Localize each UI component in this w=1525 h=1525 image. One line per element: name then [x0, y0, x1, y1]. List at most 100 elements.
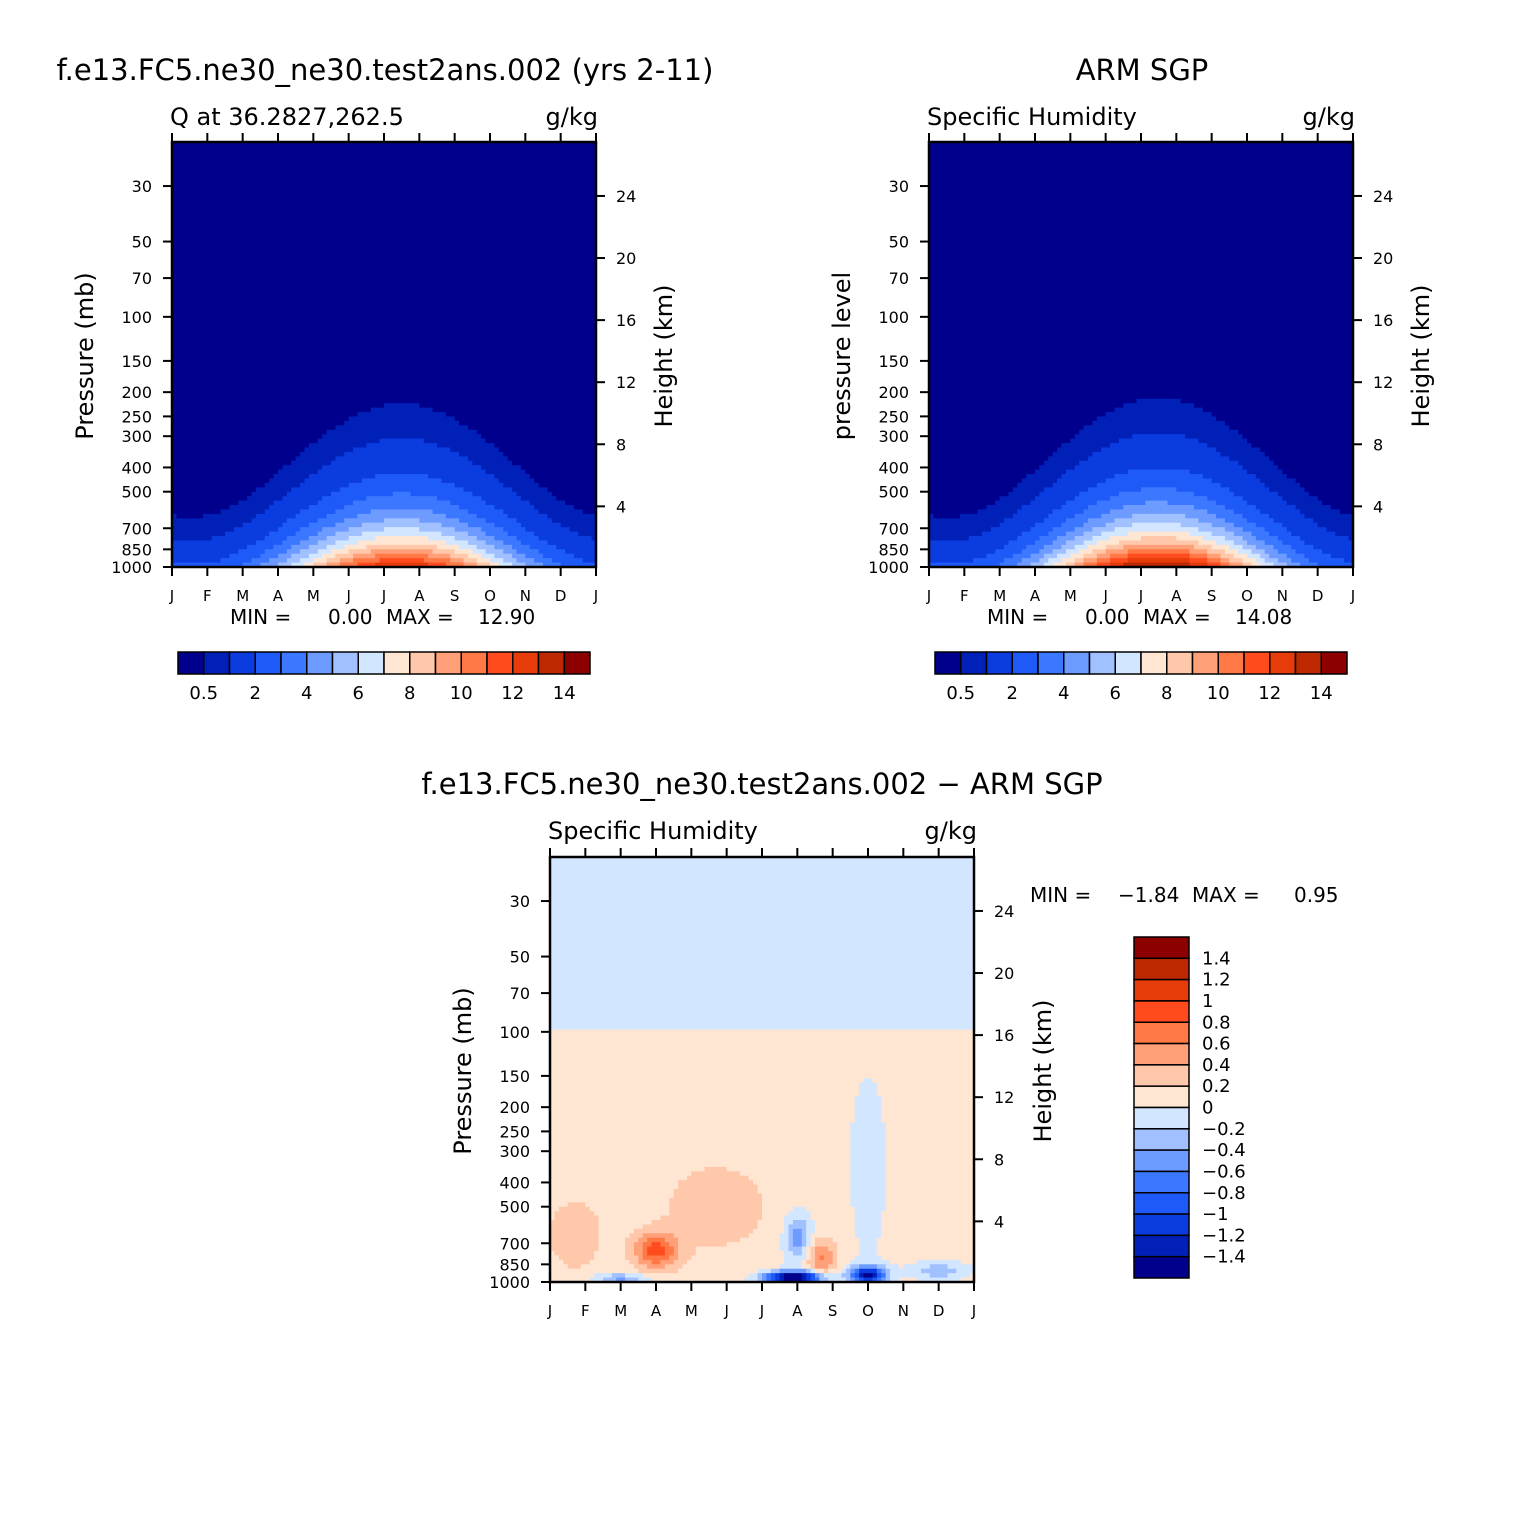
y2-tick-label: 24 — [616, 187, 636, 206]
field-cell — [929, 195, 1354, 201]
field-cell — [1277, 465, 1354, 471]
field-cell — [550, 1038, 975, 1044]
field-cell — [625, 1277, 639, 1283]
y-tick-label: 500 — [121, 483, 152, 502]
field-cell — [1194, 403, 1354, 409]
field-cell — [815, 1259, 834, 1265]
field-cell — [1110, 536, 1142, 542]
field-cell — [929, 518, 1005, 524]
field-cell — [854, 1220, 882, 1226]
field-cell — [269, 478, 306, 484]
field-cell — [550, 892, 975, 898]
y-tick-label: 100 — [121, 308, 152, 327]
field-cell — [1242, 527, 1266, 533]
field-cell — [326, 429, 478, 435]
field-cell — [516, 549, 540, 555]
field-cell — [859, 1268, 878, 1274]
field-cell — [251, 518, 288, 524]
field-cell — [172, 208, 597, 214]
field-cell — [282, 522, 310, 528]
y-tick-label: 400 — [121, 458, 152, 477]
field-cell — [1083, 522, 1107, 528]
field-cell — [929, 350, 1354, 356]
field-cell — [459, 544, 478, 550]
field-cell — [1004, 544, 1027, 550]
y2-tick-label: 16 — [616, 311, 636, 330]
field-cell — [498, 478, 535, 484]
x-tick-label: J — [381, 587, 386, 605]
y-tick-label: 50 — [510, 948, 530, 967]
field-cell — [1074, 536, 1094, 542]
colorbar-swatch — [1037, 651, 1065, 675]
field-cell — [859, 1082, 878, 1088]
field-cell — [550, 927, 975, 933]
field-cell — [929, 279, 1354, 285]
field-cell — [1052, 482, 1098, 488]
field-cell — [550, 1242, 600, 1248]
field-cell — [1207, 496, 1244, 502]
field-cell — [806, 1224, 816, 1230]
field-cell — [929, 403, 1124, 409]
field-cell — [647, 1246, 666, 1252]
field-cell — [594, 1273, 613, 1279]
field-cell — [172, 274, 597, 280]
field-cell — [1224, 527, 1244, 533]
field-cell — [762, 1273, 768, 1279]
field-cell — [642, 1246, 648, 1252]
field-cell — [859, 1251, 878, 1257]
field-cell — [859, 1242, 878, 1248]
field-cell — [1185, 434, 1244, 440]
y2-tick-label: 16 — [994, 1026, 1014, 1045]
y2-tick-label: 4 — [1373, 497, 1383, 516]
field-cell — [494, 544, 513, 550]
field-cell — [598, 1224, 644, 1230]
field-cell — [784, 1259, 803, 1265]
field-cell — [550, 936, 975, 942]
colorbar-tick-label: 10 — [450, 683, 473, 704]
field-cell — [625, 1237, 639, 1243]
field-cell — [859, 1091, 878, 1097]
field-cell — [1017, 509, 1054, 515]
field-cell — [977, 509, 1018, 515]
field-cell — [172, 407, 372, 413]
field-cell — [1198, 438, 1248, 444]
field-cell — [885, 1184, 975, 1190]
field-cell — [854, 1109, 882, 1115]
field-cell — [929, 1273, 949, 1279]
field-cell — [172, 288, 597, 294]
field-cell — [642, 1273, 750, 1279]
field-cell — [999, 562, 1018, 568]
field-cell — [1105, 549, 1129, 555]
field-cell — [419, 403, 597, 409]
field-cell — [929, 199, 1354, 205]
field-cell — [172, 142, 597, 148]
field-cell — [550, 1042, 975, 1048]
field-cell — [757, 1189, 851, 1195]
field-cell — [251, 491, 288, 497]
field-cell — [550, 1034, 975, 1040]
field-cell — [1092, 420, 1226, 426]
field-cell — [1074, 496, 1111, 502]
field-cell — [1118, 491, 1195, 497]
field-cell — [854, 1255, 882, 1261]
field-cell — [450, 447, 500, 453]
field-cell — [753, 1228, 785, 1234]
field-cell — [286, 491, 332, 497]
field-cell — [348, 527, 385, 533]
colorbar-tick-label: 14 — [553, 683, 576, 704]
field-cell — [850, 1122, 887, 1128]
field-cell — [859, 1277, 865, 1283]
field-cell — [929, 385, 1354, 391]
field-cell — [550, 1078, 865, 1084]
field-cell — [815, 1255, 821, 1261]
field-cell — [947, 1273, 971, 1279]
field-cell — [1083, 531, 1102, 537]
field-cell — [881, 1228, 975, 1234]
field-cell — [885, 1175, 975, 1181]
field-cell — [929, 252, 1354, 258]
field-cell — [881, 1273, 887, 1279]
field-cell — [550, 1206, 560, 1212]
field-cell — [229, 505, 270, 511]
field-cell — [929, 265, 1354, 271]
field-cell — [498, 562, 513, 568]
